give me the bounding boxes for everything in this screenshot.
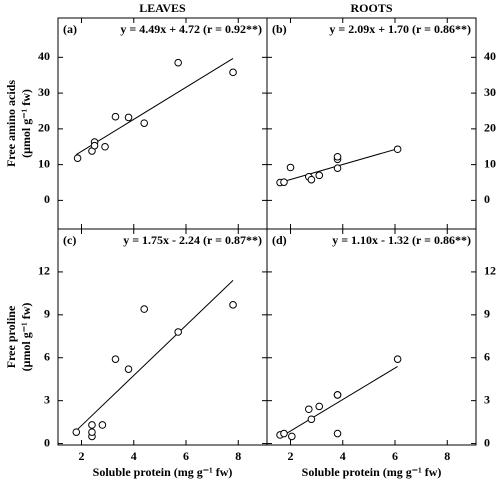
data-point	[229, 301, 237, 309]
y-tick-label: 0	[484, 192, 490, 206]
data-point	[111, 355, 120, 363]
data-point	[101, 142, 109, 151]
column-title: LEAVES	[139, 1, 186, 15]
y-tick-label: 20	[38, 121, 50, 135]
data-point	[140, 305, 149, 313]
y-tick-label: 0	[484, 435, 490, 449]
y-tick-label: 10	[38, 156, 50, 170]
data-point	[315, 171, 324, 180]
y-tick-label: 10	[484, 156, 496, 170]
data-point	[307, 175, 316, 184]
y-tick-label: 40	[38, 49, 50, 63]
data-point	[90, 141, 99, 150]
panel-label: (b)	[272, 22, 287, 36]
data-point	[88, 428, 96, 436]
data-point	[393, 355, 402, 363]
y-tick-label: 6	[484, 349, 490, 363]
data-point	[140, 119, 149, 127]
y-tick-label: 0	[44, 435, 50, 449]
panel-label: (d)	[272, 233, 287, 247]
x-tick-label: 6	[183, 449, 189, 463]
data-point	[88, 421, 96, 429]
y-tick-label: 12	[484, 264, 496, 278]
x-tick-label: 2	[288, 449, 294, 463]
y-axis-label: (μmol g⁻¹ fw)	[19, 89, 33, 158]
data-point	[333, 391, 342, 399]
y-tick-label: 20	[484, 121, 496, 135]
data-point	[73, 154, 82, 162]
column-title: ROOTS	[350, 1, 392, 15]
data-point	[174, 328, 182, 336]
data-point	[393, 145, 402, 154]
y-tick-label: 3	[484, 392, 490, 406]
data-point	[111, 112, 120, 121]
data-point	[333, 429, 342, 438]
panel-label: (a)	[63, 22, 77, 36]
y-axis-label: Free amino acids	[4, 80, 18, 167]
data-point	[280, 429, 288, 438]
y-tick-label: 12	[38, 264, 50, 278]
plot-frame	[266, 17, 477, 230]
y-tick-label: 30	[38, 85, 50, 99]
plot-frame	[266, 228, 477, 446]
data-point	[315, 402, 324, 411]
data-point	[286, 163, 295, 172]
x-tick-label: 8	[235, 449, 241, 463]
data-point	[307, 415, 316, 424]
y-tick-label: 6	[44, 349, 50, 363]
data-point	[229, 68, 237, 77]
x-tick-label: 6	[392, 449, 398, 463]
y-tick-label: 3	[44, 392, 50, 406]
data-point	[288, 432, 296, 441]
data-point	[124, 365, 133, 373]
x-axis-label: Soluble protein (mg g⁻¹ fw)	[302, 465, 442, 479]
y-tick-label: 9	[484, 307, 490, 321]
y-tick-label: 9	[44, 307, 50, 321]
y-axis-label: Free proline	[4, 305, 18, 368]
y-tick-label: 40	[484, 49, 496, 63]
x-axis-label: Soluble protein (mg g⁻¹ fw)	[93, 465, 233, 479]
data-point	[124, 113, 133, 122]
data-point	[98, 421, 107, 429]
data-point	[72, 428, 81, 436]
data-point	[333, 152, 342, 161]
x-tick-label: 4	[131, 449, 137, 463]
equation: y = 4.49x + 4.72 (r = 0.92**)	[120, 22, 262, 36]
x-tick-label: 4	[340, 449, 346, 463]
plot-frame	[57, 17, 268, 230]
panel-label: (c)	[63, 233, 76, 247]
trend-line	[76, 57, 234, 156]
plot-frame	[57, 228, 268, 446]
y-tick-label: 30	[484, 85, 496, 99]
x-tick-label: 8	[444, 449, 450, 463]
y-tick-label: 0	[44, 192, 50, 206]
x-tick-label: 2	[79, 449, 85, 463]
equation: y = 2.09x + 1.70 (r = 0.86**)	[329, 22, 471, 36]
data-point	[174, 58, 182, 67]
data-point	[333, 164, 342, 173]
equation: y = 1.10x - 1.32 (r = 0.86**)	[332, 233, 471, 247]
equation: y = 1.75x - 2.24 (r = 0.87**)	[123, 233, 262, 247]
trend-line	[75, 279, 234, 431]
data-point	[280, 178, 288, 186]
trend-line	[279, 366, 398, 438]
y-axis-label: (μmol g⁻¹ fw)	[19, 303, 33, 372]
data-point	[305, 405, 313, 414]
